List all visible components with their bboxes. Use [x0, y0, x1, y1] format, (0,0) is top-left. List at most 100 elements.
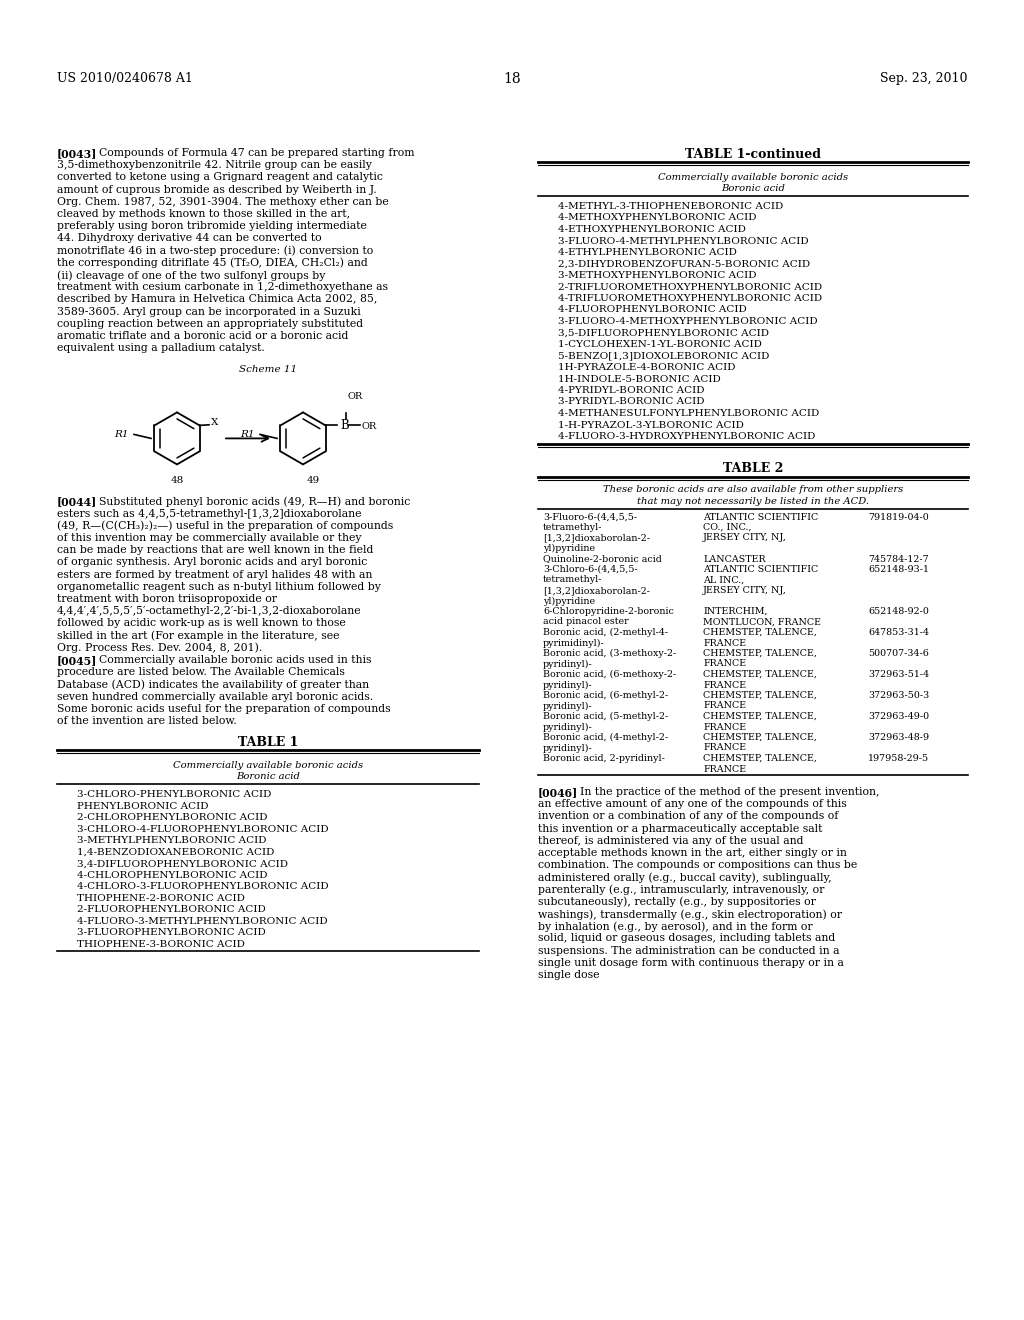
Text: 1-CYCLOHEXEN-1-YL-BORONIC ACID: 1-CYCLOHEXEN-1-YL-BORONIC ACID — [558, 341, 762, 348]
Text: (49, R—(C(CH₃)₂)₂—) useful in the preparation of compounds: (49, R—(C(CH₃)₂)₂—) useful in the prepar… — [57, 521, 393, 532]
Text: JERSEY CITY, NJ,: JERSEY CITY, NJ, — [703, 586, 786, 595]
Text: 6-Chloropyridine-2-boronic: 6-Chloropyridine-2-boronic — [543, 607, 674, 616]
Text: TABLE 1-continued: TABLE 1-continued — [685, 148, 821, 161]
Text: X: X — [211, 418, 218, 428]
Text: monotriflate 46 in a two-step procedure: (i) conversion to: monotriflate 46 in a two-step procedure:… — [57, 246, 374, 256]
Text: These boronic acids are also available from other suppliers: These boronic acids are also available f… — [603, 486, 903, 495]
Text: organometallic reagent such as n-butyl lithium followed by: organometallic reagent such as n-butyl l… — [57, 582, 381, 591]
Text: Compounds of Formula 47 can be prepared starting from: Compounds of Formula 47 can be prepared … — [99, 148, 415, 158]
Text: Scheme 11: Scheme 11 — [239, 366, 297, 375]
Text: CO., INC.,: CO., INC., — [703, 523, 752, 532]
Text: esters are formed by treatment of aryl halides 48 with an: esters are formed by treatment of aryl h… — [57, 570, 373, 579]
Text: OR: OR — [361, 422, 376, 432]
Text: FRANCE: FRANCE — [703, 639, 746, 648]
Text: 3-CHLORO-4-FLUOROPHENYLBORONIC ACID: 3-CHLORO-4-FLUOROPHENYLBORONIC ACID — [77, 825, 329, 834]
Text: MONTLUCON, FRANCE: MONTLUCON, FRANCE — [703, 618, 821, 627]
Text: that may not necessarily be listed in the ACD.: that may not necessarily be listed in th… — [637, 496, 869, 506]
Text: Boronic acid, (6-methoxy-2-: Boronic acid, (6-methoxy-2- — [543, 671, 676, 678]
Text: acceptable methods known in the art, either singly or in: acceptable methods known in the art, eit… — [538, 847, 847, 858]
Text: parenterally (e.g., intramuscularly, intravenously, or: parenterally (e.g., intramuscularly, int… — [538, 884, 824, 895]
Text: INTERCHIM,: INTERCHIM, — [703, 607, 768, 616]
Text: FRANCE: FRANCE — [703, 764, 746, 774]
Text: 1H-PYRAZOLE-4-BORONIC ACID: 1H-PYRAZOLE-4-BORONIC ACID — [558, 363, 735, 372]
Text: skilled in the art (For example in the literature, see: skilled in the art (For example in the l… — [57, 631, 340, 642]
Text: 4-FLUOROPHENYLBORONIC ACID: 4-FLUOROPHENYLBORONIC ACID — [558, 305, 746, 314]
Text: Org. Process Res. Dev. 2004, 8, 201).: Org. Process Res. Dev. 2004, 8, 201). — [57, 643, 262, 653]
Text: of organic synthesis. Aryl boronic acids and aryl boronic: of organic synthesis. Aryl boronic acids… — [57, 557, 368, 568]
Text: [0045]: [0045] — [57, 655, 97, 667]
Text: 3-METHYLPHENYLBORONIC ACID: 3-METHYLPHENYLBORONIC ACID — [77, 836, 266, 845]
Text: 3,5-dimethoxybenzonitrile 42. Nitrile group can be easily: 3,5-dimethoxybenzonitrile 42. Nitrile gr… — [57, 160, 372, 170]
Text: TABLE 2: TABLE 2 — [723, 462, 783, 475]
Text: 2-FLUOROPHENYLBORONIC ACID: 2-FLUOROPHENYLBORONIC ACID — [77, 906, 266, 915]
Text: 745784-12-7: 745784-12-7 — [868, 554, 929, 564]
Text: CHEMSTEP, TALENCE,: CHEMSTEP, TALENCE, — [703, 733, 817, 742]
Text: of this invention may be commercially available or they: of this invention may be commercially av… — [57, 533, 361, 543]
Text: suspensions. The administration can be conducted in a: suspensions. The administration can be c… — [538, 945, 840, 956]
Text: JERSEY CITY, NJ,: JERSEY CITY, NJ, — [703, 533, 786, 543]
Text: described by Hamura in Helvetica Chimica Acta 2002, 85,: described by Hamura in Helvetica Chimica… — [57, 294, 378, 305]
Text: 500707-34-6: 500707-34-6 — [868, 649, 929, 657]
Text: 4-METHOXYPHENYLBORONIC ACID: 4-METHOXYPHENYLBORONIC ACID — [558, 214, 757, 223]
Text: FRANCE: FRANCE — [703, 722, 746, 731]
Text: CHEMSTEP, TALENCE,: CHEMSTEP, TALENCE, — [703, 671, 817, 678]
Text: 372963-48-9: 372963-48-9 — [868, 733, 929, 742]
Text: 1,4-BENZODIOXANEBORONIC ACID: 1,4-BENZODIOXANEBORONIC ACID — [77, 847, 274, 857]
Text: converted to ketone using a Grignard reagent and catalytic: converted to ketone using a Grignard rea… — [57, 173, 383, 182]
Text: 4-TRIFLUOROMETHOXYPHENYLBORONIC ACID: 4-TRIFLUOROMETHOXYPHENYLBORONIC ACID — [558, 294, 822, 304]
Text: Substituted phenyl boronic acids (49, R—H) and boronic: Substituted phenyl boronic acids (49, R—… — [99, 496, 411, 507]
Text: (ii) cleavage of one of the two sulfonyl groups by: (ii) cleavage of one of the two sulfonyl… — [57, 271, 326, 281]
Text: CHEMSTEP, TALENCE,: CHEMSTEP, TALENCE, — [703, 754, 817, 763]
Text: 652148-93-1: 652148-93-1 — [868, 565, 929, 574]
Text: pyridinyl)-: pyridinyl)- — [543, 681, 593, 689]
Text: Commercially available boronic acids: Commercially available boronic acids — [173, 762, 364, 770]
Text: 652148-92-0: 652148-92-0 — [868, 607, 929, 616]
Text: yl)pyridine: yl)pyridine — [543, 597, 595, 606]
Text: pyridinyl)-: pyridinyl)- — [543, 743, 593, 752]
Text: aromatic triflate and a boronic acid or a boronic acid: aromatic triflate and a boronic acid or … — [57, 331, 348, 341]
Text: 3,4-DIFLUOROPHENYLBORONIC ACID: 3,4-DIFLUOROPHENYLBORONIC ACID — [77, 859, 288, 869]
Text: 18: 18 — [503, 73, 521, 86]
Text: FRANCE: FRANCE — [703, 743, 746, 752]
Text: solid, liquid or gaseous dosages, including tablets and: solid, liquid or gaseous dosages, includ… — [538, 933, 836, 944]
Text: treatment with cesium carbonate in 1,2-dimethoxyethane as: treatment with cesium carbonate in 1,2-d… — [57, 282, 388, 292]
Text: single unit dosage form with continuous therapy or in a: single unit dosage form with continuous … — [538, 958, 844, 968]
Text: invention or a combination of any of the compounds of: invention or a combination of any of the… — [538, 812, 839, 821]
Text: acid pinacol ester: acid pinacol ester — [543, 618, 629, 627]
Text: 48: 48 — [170, 477, 183, 486]
Text: Commercially available boronic acids: Commercially available boronic acids — [658, 173, 848, 182]
Text: 3-Fluoro-6-(4,4,5,5-: 3-Fluoro-6-(4,4,5,5- — [543, 512, 637, 521]
Text: equivalent using a palladium catalyst.: equivalent using a palladium catalyst. — [57, 343, 265, 354]
Text: CHEMSTEP, TALENCE,: CHEMSTEP, TALENCE, — [703, 628, 817, 638]
Text: can be made by reactions that are well known in the field: can be made by reactions that are well k… — [57, 545, 374, 556]
Text: 4-PYRIDYL-BORONIC ACID: 4-PYRIDYL-BORONIC ACID — [558, 385, 705, 395]
Text: procedure are listed below. The Available Chemicals: procedure are listed below. The Availabl… — [57, 667, 345, 677]
Text: coupling reaction between an appropriately substituted: coupling reaction between an appropriate… — [57, 319, 364, 329]
Text: CHEMSTEP, TALENCE,: CHEMSTEP, TALENCE, — [703, 690, 817, 700]
Text: ATLANTIC SCIENTIFIC: ATLANTIC SCIENTIFIC — [703, 512, 818, 521]
Text: Database (ACD) indicates the availability of greater than: Database (ACD) indicates the availabilit… — [57, 680, 369, 690]
Text: 3-PYRIDYL-BORONIC ACID: 3-PYRIDYL-BORONIC ACID — [558, 397, 705, 407]
Text: Boronic acid, (6-methyl-2-: Boronic acid, (6-methyl-2- — [543, 690, 669, 700]
Text: Org. Chem. 1987, 52, 3901-3904. The methoxy ether can be: Org. Chem. 1987, 52, 3901-3904. The meth… — [57, 197, 389, 207]
Text: 44. Dihydroxy derivative 44 can be converted to: 44. Dihydroxy derivative 44 can be conve… — [57, 234, 322, 243]
Text: 49: 49 — [306, 477, 319, 486]
Text: 4-ETHYLPHENYLBORONIC ACID: 4-ETHYLPHENYLBORONIC ACID — [558, 248, 737, 257]
Text: 791819-04-0: 791819-04-0 — [868, 512, 929, 521]
Text: 4-CHLOROPHENYLBORONIC ACID: 4-CHLOROPHENYLBORONIC ACID — [77, 871, 267, 879]
Text: 197958-29-5: 197958-29-5 — [868, 754, 929, 763]
Text: US 2010/0240678 A1: US 2010/0240678 A1 — [57, 73, 193, 84]
Text: Commercially available boronic acids used in this: Commercially available boronic acids use… — [99, 655, 372, 665]
Text: CHEMSTEP, TALENCE,: CHEMSTEP, TALENCE, — [703, 649, 817, 657]
Text: 4-FLUORO-3-HYDROXYPHENYLBORONIC ACID: 4-FLUORO-3-HYDROXYPHENYLBORONIC ACID — [558, 432, 815, 441]
Text: ATLANTIC SCIENTIFIC: ATLANTIC SCIENTIFIC — [703, 565, 818, 574]
Text: 3-FLUOROPHENYLBORONIC ACID: 3-FLUOROPHENYLBORONIC ACID — [77, 928, 266, 937]
Text: 372963-49-0: 372963-49-0 — [868, 711, 929, 721]
Text: 3-FLUORO-4-METHYLPHENYLBORONIC ACID: 3-FLUORO-4-METHYLPHENYLBORONIC ACID — [558, 236, 809, 246]
Text: Boronic acid, 2-pyridinyl-: Boronic acid, 2-pyridinyl- — [543, 754, 665, 763]
Text: preferably using boron tribromide yielding intermediate: preferably using boron tribromide yieldi… — [57, 222, 367, 231]
Text: tetramethyl-: tetramethyl- — [543, 523, 602, 532]
Text: 2-TRIFLUOROMETHOXYPHENYLBORONIC ACID: 2-TRIFLUOROMETHOXYPHENYLBORONIC ACID — [558, 282, 822, 292]
Text: FRANCE: FRANCE — [703, 681, 746, 689]
Text: FRANCE: FRANCE — [703, 660, 746, 668]
